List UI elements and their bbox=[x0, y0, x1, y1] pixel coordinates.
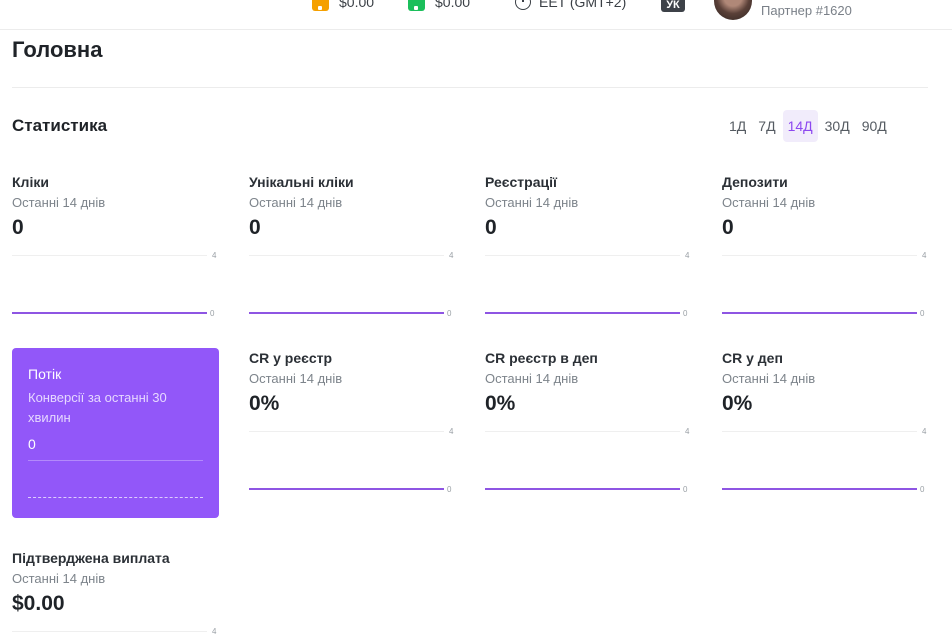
stat-subtitle: Останні 14 днів bbox=[249, 371, 343, 386]
stat-title: Депозити bbox=[722, 174, 788, 190]
page-title: Головна bbox=[12, 37, 103, 62]
series-line bbox=[249, 488, 444, 490]
sparkline-cr-reg-to-dep: 4 0 bbox=[485, 427, 692, 494]
timezone-selector[interactable]: EET (GMT+2) bbox=[515, 0, 626, 12]
axis-max-label: 4 bbox=[212, 251, 217, 260]
stat-title: CR у реєстр bbox=[249, 350, 333, 366]
series-line bbox=[722, 488, 917, 490]
stat-value: 0% bbox=[485, 392, 516, 415]
grid-line bbox=[485, 431, 680, 432]
partner-id: Партнер #1620 bbox=[761, 3, 852, 18]
grid-line bbox=[722, 431, 917, 432]
avatar[interactable] bbox=[714, 0, 752, 20]
flow-subtitle: Конверсії за останні 30 хвилин bbox=[28, 390, 167, 425]
flow-title: Потік bbox=[28, 366, 62, 382]
top-bar: $0.00 $0.00 EET (GMT+2) УК Партнер #1620 bbox=[0, 0, 952, 30]
flow-chart-baseline bbox=[28, 497, 203, 498]
axis-max-label: 4 bbox=[685, 251, 690, 260]
wallet-balance-2-value: $0.00 bbox=[435, 0, 471, 10]
axis-max-label: 4 bbox=[922, 427, 927, 436]
wallet-icon bbox=[312, 0, 329, 11]
stat-title: CR реєстр в деп bbox=[485, 350, 598, 366]
timezone-label: EET (GMT+2) bbox=[539, 0, 627, 10]
stat-value: 0% bbox=[722, 392, 753, 415]
stat-subtitle: Останні 14 днів bbox=[249, 195, 343, 210]
axis-min-label: 0 bbox=[920, 309, 925, 318]
sparkline-confirmed-payout: 4 bbox=[12, 627, 219, 639]
axis-max-label: 4 bbox=[449, 251, 454, 260]
axis-min-label: 0 bbox=[210, 309, 215, 318]
grid-line bbox=[12, 255, 207, 256]
period-7d[interactable]: 7Д bbox=[758, 118, 776, 134]
stat-card-deposits: Депозити Останні 14 днів 0 bbox=[722, 174, 929, 240]
stat-value: 0% bbox=[249, 392, 280, 415]
language-button[interactable]: УК bbox=[661, 0, 685, 12]
grid-line bbox=[485, 255, 680, 256]
axis-min-label: 0 bbox=[683, 309, 688, 318]
axis-min-label: 0 bbox=[447, 485, 452, 494]
axis-max-label: 4 bbox=[922, 251, 927, 260]
wallet-balance-1-value: $0.00 bbox=[339, 0, 375, 10]
stat-subtitle: Останні 14 днів bbox=[12, 571, 106, 586]
stat-subtitle: Останні 14 днів bbox=[12, 195, 106, 210]
flow-card[interactable]: Потік Конверсії за останні 30 хвилин 0 bbox=[12, 348, 219, 518]
sparkline-unique-clicks: 4 0 bbox=[249, 251, 456, 318]
sparkline-deposits: 4 0 bbox=[722, 251, 929, 318]
period-1d[interactable]: 1Д bbox=[729, 118, 747, 134]
axis-max-label: 4 bbox=[449, 427, 454, 436]
stat-card-confirmed-payout: Підтверджена виплата Останні 14 днів $0.… bbox=[12, 550, 219, 616]
grid-line bbox=[249, 431, 444, 432]
sparkline-clicks: 4 0 bbox=[12, 251, 219, 318]
wallet-balance-2[interactable]: $0.00 bbox=[408, 0, 470, 12]
grid-line bbox=[722, 255, 917, 256]
series-line bbox=[249, 312, 444, 314]
stat-card-cr-deposit: CR у деп Останні 14 днів 0% bbox=[722, 350, 929, 416]
sparkline-cr-deposit: 4 0 bbox=[722, 427, 929, 494]
axis-max-label: 4 bbox=[212, 627, 217, 636]
flow-divider bbox=[28, 460, 203, 461]
stat-title: CR у деп bbox=[722, 350, 783, 366]
stat-card-unique-clicks: Унікальні кліки Останні 14 днів 0 bbox=[249, 174, 456, 240]
period-90d[interactable]: 90Д bbox=[861, 118, 887, 134]
stat-subtitle: Останні 14 днів bbox=[485, 195, 579, 210]
stat-title: Підтверджена виплата bbox=[12, 550, 170, 566]
stat-card-cr-reg-to-dep: CR реєстр в деп Останні 14 днів 0% bbox=[485, 350, 692, 416]
period-selector: 1Д 7Д 14Д 30Д 90Д bbox=[724, 110, 892, 142]
stat-value: 0 bbox=[722, 216, 734, 239]
stat-card-registrations: Реєстрації Останні 14 днів 0 bbox=[485, 174, 692, 240]
sparkline-registrations: 4 0 bbox=[485, 251, 692, 318]
stat-value: 0 bbox=[12, 216, 24, 239]
stat-card-clicks: Кліки Останні 14 днів 0 bbox=[12, 174, 219, 240]
axis-max-label: 4 bbox=[685, 427, 690, 436]
section-title: Статистика bbox=[12, 116, 108, 135]
axis-min-label: 0 bbox=[920, 485, 925, 494]
stat-title: Реєстрації bbox=[485, 174, 557, 190]
wallet-balance-1[interactable]: $0.00 bbox=[312, 0, 374, 12]
series-line bbox=[722, 312, 917, 314]
period-30d[interactable]: 30Д bbox=[824, 118, 850, 134]
axis-min-label: 0 bbox=[683, 485, 688, 494]
stat-subtitle: Останні 14 днів bbox=[485, 371, 579, 386]
stat-subtitle: Останні 14 днів bbox=[722, 195, 816, 210]
series-line bbox=[485, 488, 680, 490]
divider bbox=[12, 87, 928, 88]
stat-title: Кліки bbox=[12, 174, 49, 190]
series-line bbox=[12, 312, 207, 314]
axis-min-label: 0 bbox=[447, 309, 452, 318]
grid-line bbox=[249, 255, 444, 256]
grid-line bbox=[12, 631, 207, 632]
stat-card-cr-registration: CR у реєстр Останні 14 днів 0% bbox=[249, 350, 456, 416]
stat-value: 0 bbox=[485, 216, 497, 239]
clock-icon bbox=[515, 0, 531, 10]
series-line bbox=[485, 312, 680, 314]
wallet-icon bbox=[408, 0, 425, 11]
sparkline-cr-registration: 4 0 bbox=[249, 427, 456, 494]
stat-subtitle: Останні 14 днів bbox=[722, 371, 816, 386]
stat-value: $0.00 bbox=[12, 592, 65, 615]
flow-value: 0 bbox=[28, 436, 36, 452]
stat-value: 0 bbox=[249, 216, 261, 239]
period-14d[interactable]: 14Д bbox=[782, 110, 818, 142]
stat-title: Унікальні кліки bbox=[249, 174, 354, 190]
